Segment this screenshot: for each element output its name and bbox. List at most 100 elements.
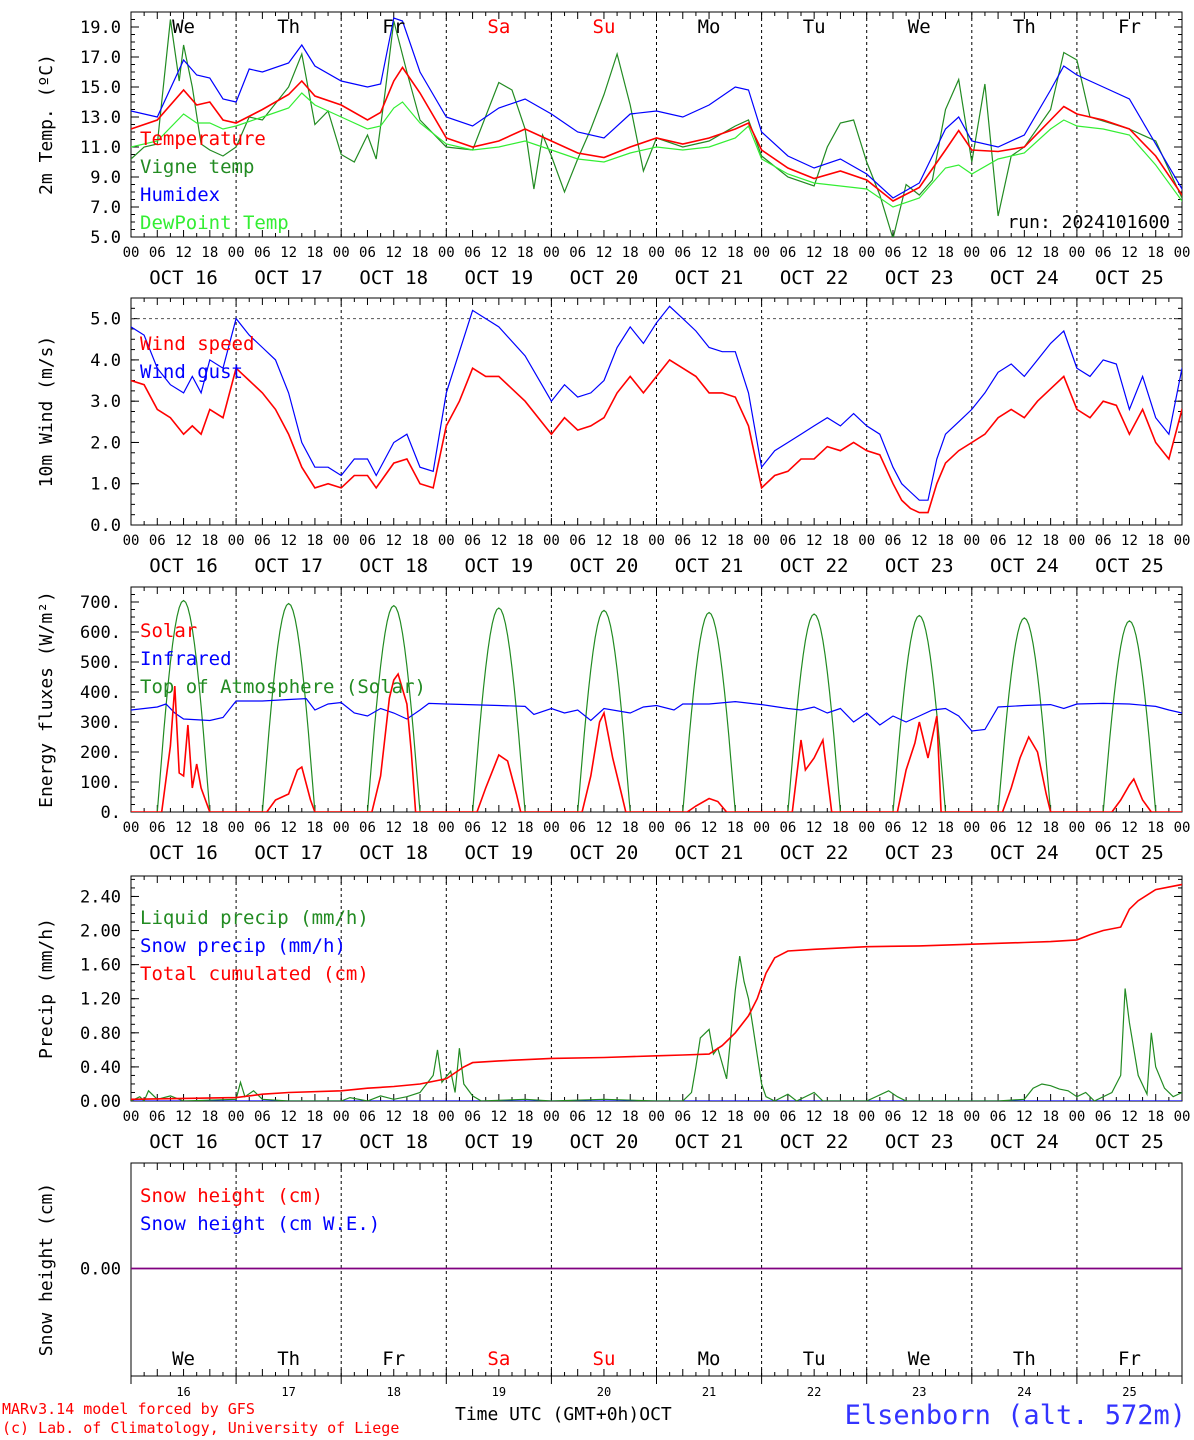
y-tick-label: 700. xyxy=(80,593,121,613)
series-line xyxy=(131,305,1182,501)
hour-tick-label: 00 xyxy=(858,245,875,261)
month-label: OCT xyxy=(639,1404,672,1425)
hour-tick-label: 18 xyxy=(1147,245,1164,261)
date-label: OCT 16 xyxy=(149,267,218,289)
date-label: OCT 25 xyxy=(1095,1131,1164,1153)
y-tick-label: 0.80 xyxy=(80,1024,121,1044)
hour-tick-label: 12 xyxy=(280,533,297,549)
date-label: OCT 22 xyxy=(780,267,849,289)
series-line xyxy=(131,358,1182,514)
y-tick-label: 0. xyxy=(101,803,121,823)
time-axis-title: Time UTC (GMT+0h) xyxy=(455,1404,640,1425)
hour-tick-label: 18 xyxy=(727,533,744,549)
hour-tick-label: 12 xyxy=(911,820,928,836)
hour-tick-label: 18 xyxy=(937,245,954,261)
date-label: OCT 22 xyxy=(780,1131,849,1153)
series-line xyxy=(131,955,1182,1101)
y-tick-label: 1.60 xyxy=(80,956,121,976)
y-tick-label: 100. xyxy=(80,773,121,793)
y-axis-title: Energy fluxes (W/m²) xyxy=(36,591,57,808)
hour-tick-label: 00 xyxy=(753,1109,770,1125)
y-tick-label: 7.0 xyxy=(90,198,121,218)
day-number-label: 22 xyxy=(807,1385,821,1399)
y-tick-label: 300. xyxy=(80,713,121,733)
date-label: OCT 25 xyxy=(1095,842,1164,864)
series-line xyxy=(131,17,1182,199)
hour-tick-label: 00 xyxy=(963,533,980,549)
hour-tick-label: 12 xyxy=(701,533,718,549)
legend-entry: Snow height (cm W.E.) xyxy=(140,1213,380,1235)
hour-tick-label: 18 xyxy=(727,245,744,261)
series-group xyxy=(131,17,1182,237)
y-tick-label: 400. xyxy=(80,683,121,703)
day-number-label: 17 xyxy=(281,1385,295,1399)
hour-tick-label: 00 xyxy=(963,1109,980,1125)
hour-tick-label: 00 xyxy=(648,245,665,261)
hour-tick-label: 00 xyxy=(1068,1109,1085,1125)
hour-tick-label: 18 xyxy=(727,820,744,836)
hour-tick-label: 06 xyxy=(569,533,586,549)
date-label: OCT 20 xyxy=(570,555,639,577)
hour-tick-label: 12 xyxy=(1016,1109,1033,1125)
hour-tick-label: 06 xyxy=(779,820,796,836)
hour-tick-label: 00 xyxy=(858,820,875,836)
hour-tick-label: 06 xyxy=(674,245,691,261)
hour-tick-label: 00 xyxy=(753,245,770,261)
hour-tick-label: 00 xyxy=(333,533,350,549)
date-label: OCT 19 xyxy=(465,1131,534,1153)
series-line xyxy=(156,599,1157,812)
hour-tick-label: 06 xyxy=(149,245,166,261)
y-tick-label: 0.40 xyxy=(80,1058,121,1078)
hour-tick-label: 06 xyxy=(464,820,481,836)
hour-tick-label: 18 xyxy=(1042,533,1059,549)
date-label: OCT 24 xyxy=(990,1131,1059,1153)
panel-temperature: 5.0 7.0 9.0 11.0 13.0 15.0 17.0 19.0 2m Temp. (º… xyxy=(36,11,1190,289)
y-tick-label: 5.0 xyxy=(90,310,121,330)
day-of-week-label: Mo xyxy=(698,1348,721,1370)
hour-tick-label: 00 xyxy=(228,1109,245,1125)
day-number-label: 23 xyxy=(912,1385,926,1399)
hour-tick-label: 18 xyxy=(727,1109,744,1125)
hour-tick-label: 00 xyxy=(333,820,350,836)
hour-tick-label: 00 xyxy=(753,820,770,836)
day-of-week-label: Tu xyxy=(803,1348,826,1370)
hour-tick-label: 12 xyxy=(596,533,613,549)
date-label: OCT 21 xyxy=(675,267,744,289)
day-of-week-label: Fr xyxy=(1118,16,1141,38)
hour-tick-label: 00 xyxy=(963,245,980,261)
hour-tick-label: 00 xyxy=(1068,820,1085,836)
legend-entry: Solar xyxy=(140,620,197,642)
y-tick-label: 9.0 xyxy=(90,168,121,188)
hour-tick-label: 18 xyxy=(622,820,639,836)
hour-tick-label: 06 xyxy=(885,533,902,549)
hour-tick-label: 00 xyxy=(543,533,560,549)
hour-tick-label: 06 xyxy=(569,245,586,261)
series-line xyxy=(131,92,1182,208)
hour-tick-label: 06 xyxy=(990,1109,1007,1125)
hour-tick-label: 00 xyxy=(1174,1109,1191,1125)
legend-entry: Total cumulated (cm) xyxy=(140,963,369,985)
hour-tick-label: 00 xyxy=(123,1109,140,1125)
y-tick-label: 1.20 xyxy=(80,990,121,1010)
y-tick-label: 0.00 xyxy=(80,1092,121,1112)
hour-tick-label: 18 xyxy=(832,533,849,549)
hour-tick-label: 06 xyxy=(885,820,902,836)
hour-tick-label: 12 xyxy=(385,245,402,261)
hour-tick-label: 18 xyxy=(517,245,534,261)
hour-tick-label: 00 xyxy=(333,245,350,261)
hour-tick-label: 06 xyxy=(1095,820,1112,836)
hour-tick-label: 06 xyxy=(569,1109,586,1125)
panel-wind: 0.0 1.0 2.0 3.0 4.0 5.0 10m Wind (m/s) 00 06 12 18… xyxy=(36,297,1190,577)
hour-tick-label: 06 xyxy=(464,245,481,261)
hour-tick-label: 18 xyxy=(201,1109,218,1125)
y-tick-label: 2.00 xyxy=(80,922,121,942)
date-label: OCT 20 xyxy=(570,267,639,289)
hour-tick-label: 00 xyxy=(543,245,560,261)
legend-entry: Liquid precip (mm/h) xyxy=(140,907,369,929)
date-label: OCT 19 xyxy=(465,842,534,864)
hour-tick-label: 18 xyxy=(1147,820,1164,836)
hour-tick-label: 18 xyxy=(201,820,218,836)
hour-tick-label: 00 xyxy=(438,820,455,836)
y-axis-title: 10m Wind (m/s) xyxy=(36,336,57,488)
hour-tick-label: 12 xyxy=(1016,245,1033,261)
